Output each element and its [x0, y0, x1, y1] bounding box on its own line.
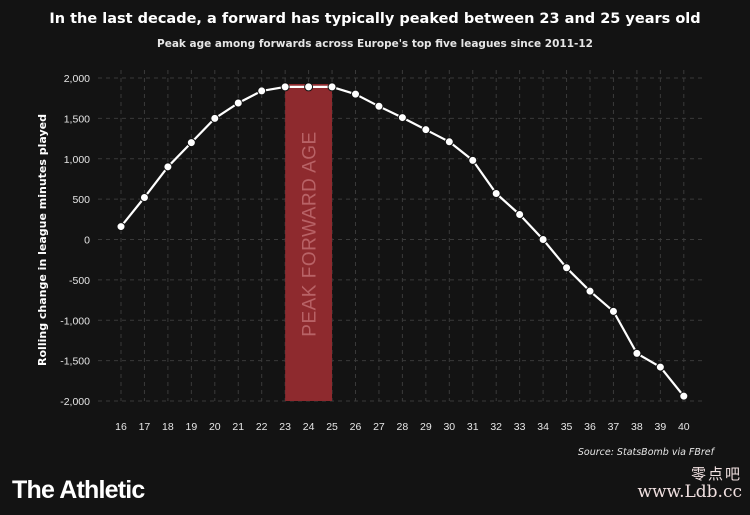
x-tick-label: 16 — [115, 421, 127, 433]
data-point — [538, 235, 548, 244]
x-tick-label: 19 — [186, 421, 198, 433]
data-point — [233, 98, 243, 108]
x-tick-label: 31 — [467, 421, 479, 433]
watermark-chinese: 零点吧 — [690, 465, 742, 483]
chart-subtitle: Peak age among forwards across Europe's … — [157, 38, 593, 50]
x-tick-label: 32 — [490, 421, 502, 433]
x-tick-label: 23 — [279, 421, 291, 433]
data-point — [562, 263, 572, 273]
data-point — [351, 89, 360, 99]
x-tick-label: 34 — [537, 421, 549, 433]
data-point — [515, 209, 525, 219]
data-point — [444, 137, 454, 147]
x-tick-label: 21 — [232, 421, 244, 433]
data-point — [468, 155, 478, 165]
data-point — [491, 188, 501, 198]
data-point — [374, 101, 384, 111]
peak-age-band-label: PEAK FORWARD AGE — [300, 131, 321, 336]
y-tick-label: 0 — [84, 235, 90, 247]
source-note: Source: StatsBomb via FBref — [577, 447, 714, 458]
x-tick-label: 39 — [655, 421, 667, 433]
data-point — [397, 113, 407, 123]
x-tick-label: 30 — [443, 421, 455, 433]
series-points — [116, 82, 689, 401]
x-axis-ticks: 16 17 18 19 20 21 22 23 24 25 26 27 28 29 30 31 32 33 34 35… — [115, 421, 690, 433]
y-tick-label: 1,500 — [64, 113, 90, 125]
peak-age-band-rect — [285, 84, 333, 401]
x-tick-label: 24 — [303, 421, 315, 433]
y-tick-label: 1,000 — [64, 154, 90, 166]
x-tick-label: 38 — [631, 421, 643, 433]
x-tick-label: 40 — [678, 421, 690, 433]
watermark-url: www.Ldb.cc — [637, 482, 742, 503]
data-point — [327, 82, 337, 92]
y-axis-label: Rolling change in league minutes played — [36, 114, 49, 366]
y-tick-label: -500 — [69, 275, 90, 287]
x-tick-label: 27 — [373, 421, 385, 433]
data-point — [116, 222, 126, 232]
data-point — [679, 391, 689, 401]
data-point — [655, 362, 665, 372]
the-athletic-logo: The Athletic — [12, 476, 145, 504]
x-tick-label: 35 — [561, 421, 573, 433]
data-point — [280, 82, 290, 92]
chart-title: In the last decade, a forward has typica… — [49, 11, 701, 27]
data-point — [608, 306, 618, 316]
y-tick-label: 2,000 — [64, 73, 90, 85]
x-tick-label: 37 — [608, 421, 620, 433]
data-point — [139, 193, 149, 203]
data-point — [632, 348, 642, 358]
x-tick-label: 33 — [514, 421, 526, 433]
y-tick-label: -1,500 — [60, 356, 90, 368]
x-tick-label: 25 — [326, 421, 338, 433]
x-tick-label: 29 — [420, 421, 432, 433]
data-point — [186, 138, 196, 148]
data-point — [304, 82, 314, 92]
data-point — [210, 113, 220, 123]
x-tick-label: 18 — [162, 421, 174, 433]
x-tick-label: 17 — [139, 421, 151, 433]
x-tick-label: 26 — [350, 421, 362, 433]
x-tick-label: 20 — [209, 421, 221, 433]
y-tick-label: -2,000 — [60, 396, 90, 408]
data-point — [257, 86, 267, 96]
y-axis-ticks: 2,000 1,500 1,000 500 0 -500 -1,000 -1,500 -2,00… — [60, 73, 90, 408]
watermark: 零点吧 www.Ldb.cc — [637, 465, 742, 503]
data-point — [585, 286, 595, 296]
peak-age-band: PEAK FORWARD AGE — [285, 84, 333, 401]
y-tick-label: 500 — [72, 194, 90, 206]
data-point — [163, 162, 173, 172]
x-tick-label: 22 — [256, 421, 268, 433]
x-tick-label: 36 — [584, 421, 596, 433]
x-tick-label: 28 — [397, 421, 409, 433]
y-tick-label: -1,000 — [60, 315, 90, 327]
data-point — [421, 125, 431, 135]
